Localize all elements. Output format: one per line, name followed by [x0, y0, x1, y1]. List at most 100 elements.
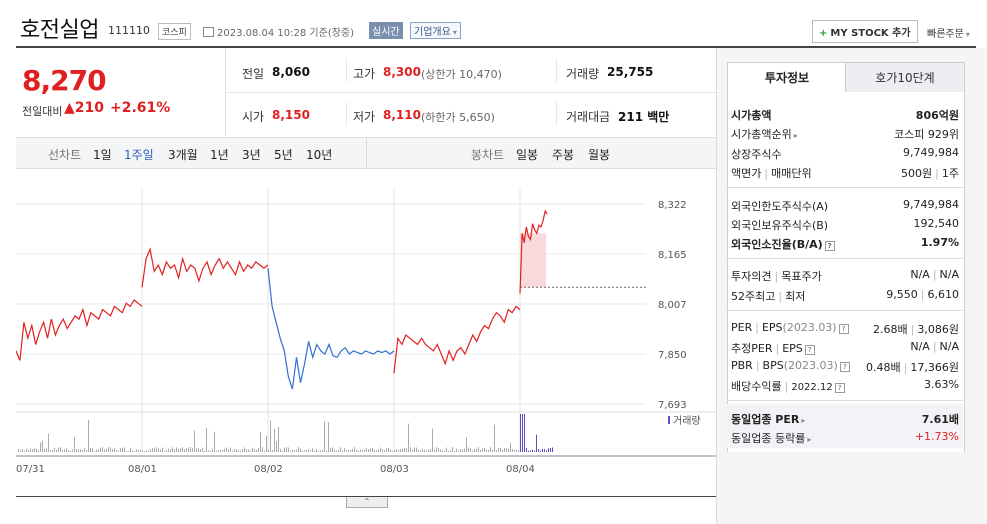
tab-investment-info[interactable]: 투자정보: [727, 62, 847, 93]
tab-3m[interactable]: 3개월: [168, 146, 198, 163]
volume-bar: [258, 448, 259, 452]
volume-bar: [228, 450, 229, 452]
help-icon[interactable]: ?: [805, 345, 815, 355]
industry-per-link[interactable]: 동일업종 PER ▸: [731, 411, 805, 427]
volume-bar: [64, 449, 65, 452]
volume-bar: [126, 451, 127, 452]
volume-bar: [352, 449, 353, 452]
help-icon[interactable]: ?: [839, 324, 849, 334]
realtime-button[interactable]: 실시간: [369, 22, 403, 39]
volume-bar: [254, 449, 255, 452]
help-icon[interactable]: ?: [825, 241, 835, 251]
volume-bar: [424, 450, 425, 452]
volume-bar: [508, 449, 509, 452]
volume-bar: [124, 448, 125, 452]
volume-bar: [462, 449, 463, 452]
tab-monthly[interactable]: 월봉: [588, 146, 610, 163]
volume-bar: [278, 427, 279, 452]
volume-bar: [530, 451, 531, 452]
volume-bar: [312, 448, 313, 452]
est-eps-value: N/A: [940, 340, 959, 353]
volume-bar: [362, 450, 363, 452]
price-change-value: 210: [75, 100, 104, 116]
volume-bar: [304, 450, 305, 452]
tab-3y[interactable]: 3년: [242, 146, 261, 163]
volume-bar: [286, 447, 287, 452]
industry-rate-link[interactable]: 동일업종 등락률 ▸: [731, 430, 811, 446]
volume-bar: [538, 449, 539, 452]
change-label: 전일대비: [22, 103, 62, 119]
unit-value: 1주: [942, 167, 959, 180]
stock-code: 111110: [108, 24, 150, 37]
volume-bar: [176, 447, 177, 452]
industry-per-label: 동일업종 PER: [731, 413, 799, 426]
tab-1w[interactable]: 1주일: [124, 146, 154, 163]
volume-bar: [18, 449, 19, 452]
volume-bar: [22, 449, 23, 452]
volume-bar: [356, 450, 357, 452]
tab-1d[interactable]: 1일: [93, 146, 112, 163]
volume-bar: [518, 450, 519, 452]
volume-bar: [104, 450, 105, 452]
volume-bar: [524, 414, 525, 452]
mystock-add-button[interactable]: + MY STOCK 추가: [812, 20, 918, 43]
tab-1y[interactable]: 1년: [210, 146, 229, 163]
price-chart[interactable]: 8,322 8,165 8,007 7,850 7,693 거래량 07/31 08/01 08…: [16, 188, 716, 496]
volume-bar: [526, 448, 527, 452]
eps-value: 3,086원: [917, 323, 959, 336]
quick-order-dropdown[interactable]: 빠른주문 ▾: [927, 25, 970, 40]
volume-bar: [396, 449, 397, 452]
collapse-button[interactable]: ⌃: [346, 497, 388, 508]
volume-bar: [68, 450, 69, 452]
divider: [346, 58, 347, 82]
par-value: 500원: [901, 167, 932, 180]
volume-bar: [374, 450, 375, 452]
volume-bar: [452, 447, 453, 452]
volume-bar: [200, 449, 201, 452]
volume-bar: [82, 450, 83, 452]
market-cap-rank-link[interactable]: 시가총액순위 ▸: [731, 126, 798, 142]
week52-high-value: 9,550: [886, 288, 918, 301]
market-cap-value: 806억원: [916, 107, 959, 123]
y-tick-label: 8,165: [658, 250, 687, 261]
volume-bar: [290, 451, 291, 452]
volume-bar: [322, 450, 323, 452]
volume-bar: [26, 449, 27, 452]
volume-bar: [388, 448, 389, 452]
volume-bar: [260, 432, 261, 452]
prev-close-value: 8,060: [272, 65, 310, 79]
chevron-right-icon: ▸: [807, 435, 811, 444]
volume-bar: [318, 451, 319, 452]
tab-10y[interactable]: 10년: [306, 146, 332, 163]
divider: [556, 58, 557, 82]
help-icon[interactable]: ?: [840, 362, 850, 372]
help-icon[interactable]: ?: [835, 383, 845, 393]
volume-bar: [440, 449, 441, 452]
x-tick-label: 08/01: [128, 464, 157, 475]
foreign-hold-label: 외국인보유주식수(B): [731, 217, 828, 233]
volume-bar: [46, 448, 47, 452]
tab-5y[interactable]: 5년: [274, 146, 293, 163]
volume-bar: [350, 450, 351, 452]
volume-bar: [164, 451, 165, 452]
tab-weekly[interactable]: 주봉: [552, 146, 574, 163]
bps-label: BPS: [763, 359, 784, 372]
tab-daily[interactable]: 일봉: [516, 146, 538, 163]
volume-bar: [310, 450, 311, 452]
volume-bar: [510, 443, 511, 452]
volume-bar: [208, 450, 209, 452]
volume-bar: [56, 450, 57, 452]
caret-down-icon: ▾: [966, 30, 970, 39]
volume-bar: [66, 448, 67, 452]
low-label: 저가: [353, 108, 375, 125]
week52-low-value: 6,610: [928, 288, 960, 301]
tab-orderbook-10[interactable]: 호가10단계: [845, 62, 965, 94]
volume-bar: [302, 451, 303, 452]
volume-bar: [514, 449, 515, 452]
company-overview-dropdown[interactable]: 기업개요 ▾: [410, 22, 461, 39]
foreign-limit-label: 외국인한도주식수(A): [731, 198, 828, 214]
volume-bar: [272, 450, 273, 452]
volume-bar: [62, 450, 63, 452]
volume-bar: [96, 450, 97, 452]
volume-bar: [246, 449, 247, 452]
